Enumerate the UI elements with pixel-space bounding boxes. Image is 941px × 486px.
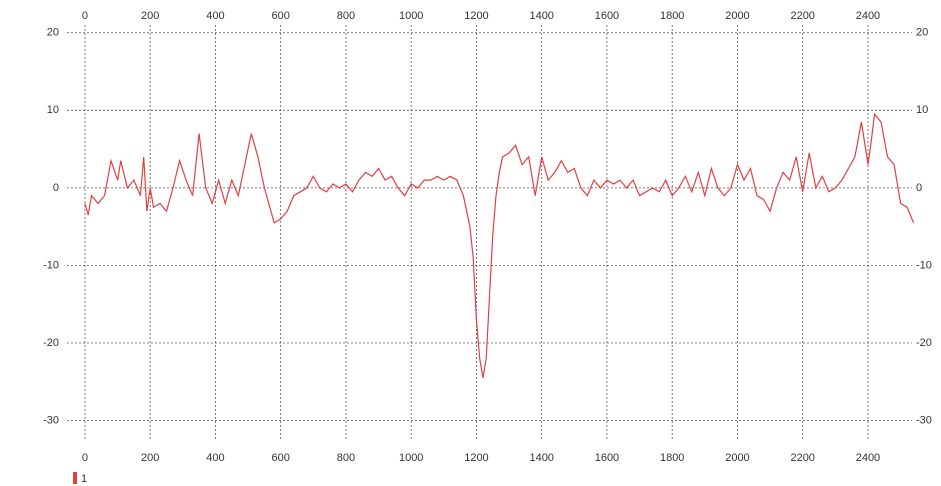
x-tick-label: 400: [206, 452, 224, 464]
x-tick-label: 1800: [660, 452, 684, 464]
x-tick-label: 200: [141, 452, 159, 464]
x-tick-label-top: 400: [206, 10, 224, 22]
x-tick-label-top: 2200: [790, 10, 814, 22]
x-tick-label: 1200: [464, 452, 488, 464]
x-tick-label-top: 2400: [856, 10, 880, 22]
x-tick-label: 1400: [529, 452, 553, 464]
y-tick-label-right: -20: [916, 337, 932, 349]
y-tick-label: 10: [47, 104, 59, 116]
x-tick-label: 1000: [399, 452, 423, 464]
x-tick-label: 800: [337, 452, 355, 464]
y-tick-label: 20: [47, 27, 59, 39]
x-tick-label-top: 1400: [529, 10, 553, 22]
x-tick-label-top: 0: [82, 10, 88, 22]
x-tick-label-top: 800: [337, 10, 355, 22]
y-tick-label-right: 0: [916, 182, 922, 194]
x-tick-label-top: 2000: [725, 10, 749, 22]
y-tick-label-right: 10: [916, 104, 928, 116]
x-tick-label-top: 600: [272, 10, 290, 22]
x-tick-label: 2000: [725, 452, 749, 464]
x-tick-label: 0: [82, 452, 88, 464]
x-tick-label-top: 1600: [595, 10, 619, 22]
legend-swatch: [73, 472, 77, 484]
x-tick-label: 600: [272, 452, 290, 464]
legend-label: 1: [81, 473, 87, 485]
x-tick-label-top: 1800: [660, 10, 684, 22]
data-line: [84, 112, 915, 379]
x-tick-label: 2200: [790, 452, 814, 464]
x-tick-label-top: 200: [141, 10, 159, 22]
y-tick-label-right: 20: [916, 27, 928, 39]
x-tick-label-top: 1200: [464, 10, 488, 22]
x-tick-label: 2400: [856, 452, 880, 464]
x-tick-label-top: 1000: [399, 10, 423, 22]
y-tick-label-right: -10: [916, 259, 932, 271]
y-tick-label-right: -30: [916, 415, 932, 427]
y-tick-label: -30: [43, 415, 59, 427]
y-tick-label: -10: [43, 259, 59, 271]
x-tick-label: 1600: [595, 452, 619, 464]
y-tick-label: -20: [43, 337, 59, 349]
y-tick-label: 0: [53, 182, 59, 194]
